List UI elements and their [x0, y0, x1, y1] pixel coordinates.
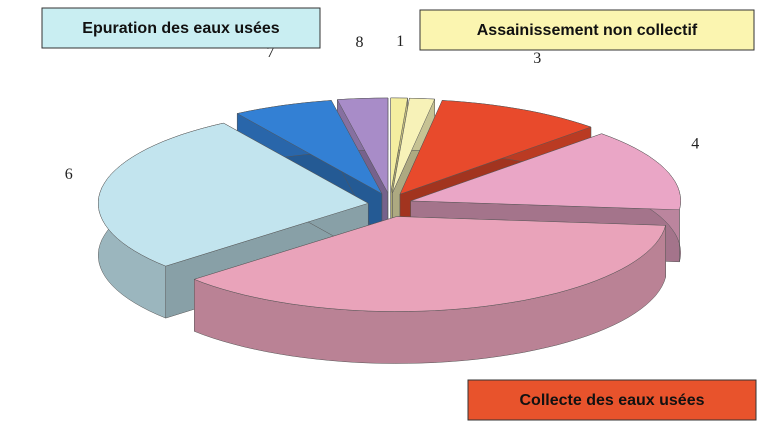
slice-label: 1	[396, 33, 404, 50]
slice-label: 6	[65, 166, 73, 183]
slice-top	[410, 133, 681, 211]
slice-top	[236, 100, 383, 195]
slice-top	[399, 100, 592, 195]
slice-top	[336, 97, 389, 194]
slice-top	[98, 122, 369, 267]
slice	[193, 216, 666, 364]
slice-top	[390, 97, 408, 193]
slice-top	[193, 216, 666, 312]
legend-label: Collecte des eaux usées	[520, 392, 705, 409]
legend-box	[419, 9, 755, 51]
slice-label: 8	[356, 34, 364, 51]
slice-label: 4	[691, 135, 699, 152]
legend-label: Epuration des eaux usées	[82, 20, 280, 37]
legend-box	[467, 379, 757, 421]
slice-label: 3	[533, 50, 541, 67]
slice-top	[392, 97, 436, 194]
slice-label: 7	[267, 44, 275, 61]
legend-label: Assainissement non collectif	[477, 22, 698, 39]
legend-box	[41, 7, 321, 49]
